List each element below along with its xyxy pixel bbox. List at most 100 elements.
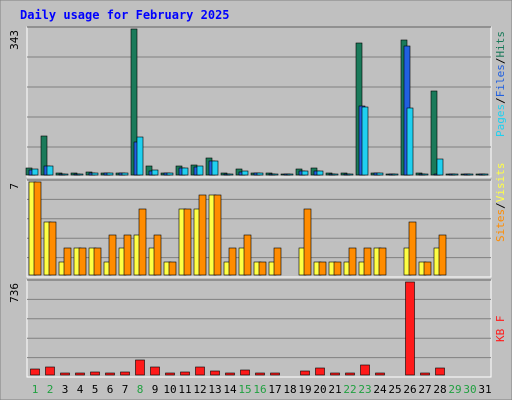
x-tick-label: 30 [463,383,476,396]
x-tick-label: 11 [178,383,191,396]
bar-pages-day-1 [31,168,39,176]
bar-kb-f-day-22 [345,372,355,376]
bar-pages-day-20 [316,170,324,176]
y-max-label: 7 [8,183,21,190]
bar-pages-day-27 [421,173,429,176]
legend-entry: Visits [494,163,507,203]
chart-title: Daily usage for February 2025 [20,8,230,22]
legend: KB F [494,316,507,343]
bar-kb-f-day-16 [255,372,265,376]
legend-entry: KB F [494,316,507,343]
bar-pages-day-30 [466,173,474,176]
x-tick-label: 4 [77,383,84,396]
bar-sites-day-11 [183,208,192,276]
x-tick-label: 28 [433,383,446,396]
bar-pages-day-5 [91,172,99,176]
bar-sites-day-3 [63,247,72,276]
legend-entry: / [494,202,507,209]
bar-pages-day-26 [406,107,414,176]
bar-pages-day-7 [121,172,129,176]
x-tick-label: 14 [223,383,237,396]
panel-background [26,279,492,378]
x-tick-label: 3 [62,383,69,396]
bar-kb-f-day-28 [435,367,445,376]
bar-sites-day-16 [258,261,267,276]
bar-sites-day-14 [228,247,237,276]
bar-pages-day-2 [46,165,54,176]
x-tick-label: 16 [253,383,266,396]
bar-kb-f-day-24 [375,372,385,376]
bar-kb-f-day-21 [330,372,340,376]
bar-sites-day-7 [123,234,132,276]
bar-kb-f-day-13 [210,370,220,376]
bar-hits-day-28 [430,90,438,176]
bar-pages-day-15 [241,170,249,176]
bar-pages-day-6 [106,172,114,176]
bar-pages-day-18 [286,173,294,176]
bar-kb-f-day-20 [315,367,325,376]
bar-sites-day-12 [198,194,207,276]
bar-sites-day-2 [48,221,57,276]
bar-kb-f-day-11 [180,371,190,376]
bar-kb-f-day-19 [300,370,310,376]
x-tick-label: 15 [238,383,251,396]
bar-pages-day-9 [151,169,159,176]
bar-pages-day-12 [196,165,204,176]
bar-kb-f-day-15 [240,369,250,376]
bar-pages-day-13 [211,160,219,176]
x-tick-label: 7 [122,383,129,396]
bar-sites-day-19 [303,208,312,276]
legend-entry: Sites [494,209,507,242]
bar-kb-f-day-17 [270,372,280,376]
legend-entry: Hits [494,31,507,58]
bar-sites-day-1 [33,181,42,276]
bar-kb-f-day-8 [135,359,145,376]
bar-kb-f-day-7 [120,371,130,376]
bar-pages-day-22 [346,173,354,176]
x-tick-label: 19 [298,383,311,396]
x-tick-label: 20 [313,383,326,396]
bar-kb-f-day-23 [360,364,370,376]
x-tick-label: 2 [47,383,54,396]
bar-pages-day-17 [271,173,279,176]
bar-sites-day-10 [168,261,177,276]
panel-background [26,26,492,178]
x-tick-label: 29 [448,383,461,396]
bar-kb-f-day-6 [105,372,115,376]
bar-pages-day-4 [76,173,84,176]
bar-pages-day-19 [301,170,309,176]
panel-visits_sites: 7 Sites/Visits [8,163,507,278]
x-tick-label: 8 [137,383,144,396]
bar-kb-f-day-5 [90,371,100,376]
bar-sites-day-4 [78,247,87,276]
x-tick-label: 27 [418,383,431,396]
bar-sites-day-17 [273,247,282,276]
bar-kb-f-day-26 [405,281,415,376]
bar-pages-day-23 [361,106,369,176]
x-tick-label: 22 [343,383,356,396]
bar-kb-f-day-3 [60,372,70,376]
bar-pages-day-28 [436,158,444,176]
bar-sites-day-20 [318,261,327,276]
bar-pages-day-14 [226,173,234,176]
x-tick-label: 24 [373,383,387,396]
bar-pages-day-8 [136,136,144,176]
bar-sites-day-28 [438,234,447,276]
bar-pages-day-29 [451,173,459,176]
bar-kb-f-day-2 [45,366,55,376]
x-axis-labels: 1 2 3 4 5 6 7 8 9 10 11 12 13 14 15 16 17 18 19 20 21 22 23 24 2… [32,383,492,396]
x-tick-label: 18 [283,383,296,396]
legend: Sites/Visits [494,163,507,243]
legend-entry: Pages [494,104,507,137]
bar-pages-day-10 [166,172,174,176]
x-tick-label: 17 [268,383,281,396]
legend-entry: / [494,58,507,65]
bar-pages-day-25 [391,173,399,176]
bar-kb-f-day-10 [165,372,175,376]
bar-sites-day-24 [378,247,387,276]
x-tick-label: 25 [388,383,401,396]
